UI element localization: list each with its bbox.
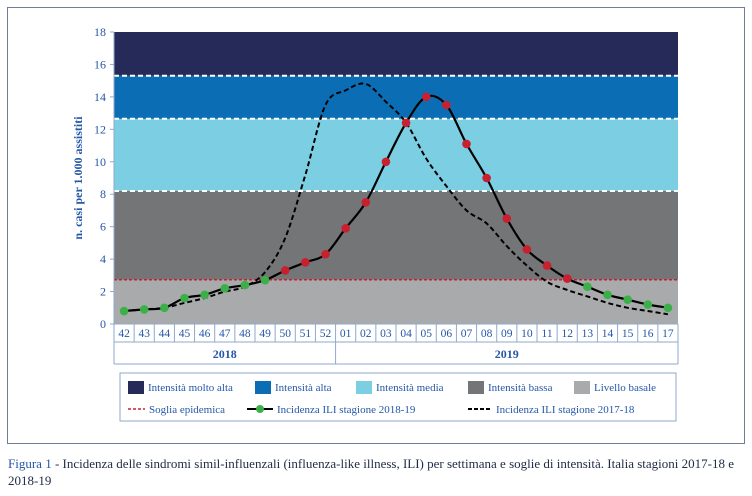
x-tick-label: 46	[199, 328, 211, 340]
series-point-2018-19	[240, 280, 250, 290]
y-tick-label: 0	[100, 317, 106, 331]
x-tick-label: 12	[561, 328, 573, 340]
legend-2018-19-marker	[256, 405, 264, 413]
y-tick-label: 6	[100, 220, 106, 234]
y-axis-label: n. casi per 1.000 assistiti	[71, 116, 85, 240]
legend-label: Soglia epidemica	[149, 404, 225, 416]
year-label: 2018	[213, 347, 237, 361]
figure-caption: Figura 1 - Incidenza delle sindromi simi…	[8, 455, 748, 489]
legend-label: Intensità media	[376, 382, 444, 394]
legend-swatch	[574, 381, 590, 394]
x-tick-label: 42	[118, 328, 130, 340]
x-tick-label: 02	[360, 328, 372, 340]
year-label: 2019	[495, 347, 519, 361]
y-tick-label: 16	[94, 57, 106, 71]
x-tick-label: 47	[219, 328, 231, 340]
x-tick-label: 52	[320, 328, 332, 340]
figure-frame	[7, 7, 745, 444]
x-tick-label: 49	[259, 328, 271, 340]
series-point-2018-19	[160, 303, 169, 313]
y-tick-label: 10	[94, 155, 106, 169]
series-point-2018-19	[502, 214, 512, 223]
caption-label: Figura 1	[8, 456, 52, 471]
band-intensità-media	[114, 118, 678, 191]
series-point-2018-19	[180, 293, 189, 303]
series-point-2018-19	[200, 290, 209, 300]
x-tick-label: 06	[441, 328, 453, 340]
series-point-2018-19	[220, 284, 230, 293]
series-point-2018-19	[401, 118, 411, 128]
legend-swatch	[356, 381, 372, 394]
series-point-2018-19	[482, 173, 491, 183]
band-intensità-molto-alta	[114, 32, 678, 76]
x-tick-label: 15	[622, 328, 634, 340]
y-tick-label: 4	[100, 252, 106, 266]
x-tick-label: 45	[179, 328, 191, 340]
series-point-2018-19	[522, 245, 532, 254]
caption-text: - Incidenza delle sindromi simil-influen…	[8, 456, 734, 488]
legend-label: Incidenza ILI stagione 2017-18	[496, 404, 635, 416]
y-tick-label: 18	[94, 25, 106, 39]
x-tick-label: 01	[340, 328, 352, 340]
legend-label: Livello basale	[594, 382, 656, 394]
series-point-2018-19	[139, 305, 149, 314]
series-point-2018-19	[421, 92, 431, 102]
series-point-2018-19	[260, 275, 270, 285]
x-tick-label: 16	[642, 328, 654, 340]
series-line-2018-19	[123, 94, 669, 313]
x-tick-label: 07	[461, 328, 473, 340]
legend-label: Incidenza ILI stagione 2018-19	[277, 404, 416, 416]
series-point-2018-19	[583, 282, 592, 291]
series-point-2018-19	[381, 157, 391, 167]
x-tick-label: 50	[279, 328, 291, 340]
legend-swatch	[128, 381, 144, 394]
x-tick-label: 44	[159, 328, 171, 340]
legend-label: Intensità bassa	[488, 382, 553, 394]
series-point-2018-19	[119, 306, 129, 316]
series-point-2018-19	[663, 303, 673, 313]
x-tick-label: 17	[662, 328, 674, 340]
series-point-2018-19	[603, 290, 612, 300]
x-tick-label: 08	[481, 328, 493, 340]
y-tick-label: 2	[100, 285, 106, 299]
legend-label: Intensità alta	[275, 382, 332, 394]
x-tick-label: 09	[501, 328, 513, 340]
x-tick-label: 04	[400, 328, 412, 340]
y-tick-label: 12	[94, 122, 106, 136]
band-intensità-bassa	[114, 190, 678, 280]
y-tick-label: 14	[94, 90, 106, 104]
band-livello-basale	[114, 279, 678, 324]
series-point-2018-19	[301, 258, 310, 267]
x-tick-label: 10	[521, 328, 533, 340]
series-point-2018-19	[562, 274, 572, 283]
x-tick-label: 03	[380, 328, 392, 340]
series-line-2017-18	[124, 82, 669, 316]
series-point-2018-19	[623, 295, 632, 304]
x-tick-label: 13	[582, 328, 594, 340]
series-point-2018-19	[643, 300, 653, 309]
x-tick-label: 51	[300, 328, 312, 340]
series-point-2018-19	[442, 100, 451, 110]
x-tick-label: 05	[420, 328, 432, 340]
series-point-2018-19	[462, 139, 471, 149]
series-point-2018-19	[280, 266, 290, 275]
y-tick-label: 8	[100, 187, 106, 201]
series-point-2018-19	[361, 198, 371, 207]
x-tick-label: 43	[138, 328, 150, 340]
series-point-2018-19	[341, 223, 350, 233]
x-tick-label: 11	[542, 328, 553, 340]
series-point-2018-19	[542, 261, 552, 270]
legend-swatch	[255, 381, 271, 394]
x-tick-label: 14	[602, 328, 614, 340]
series-point-2018-19	[321, 249, 330, 259]
legend-swatch	[468, 381, 484, 394]
x-tick-label: 48	[239, 328, 251, 340]
legend-label: Intensità molto alta	[148, 382, 233, 394]
